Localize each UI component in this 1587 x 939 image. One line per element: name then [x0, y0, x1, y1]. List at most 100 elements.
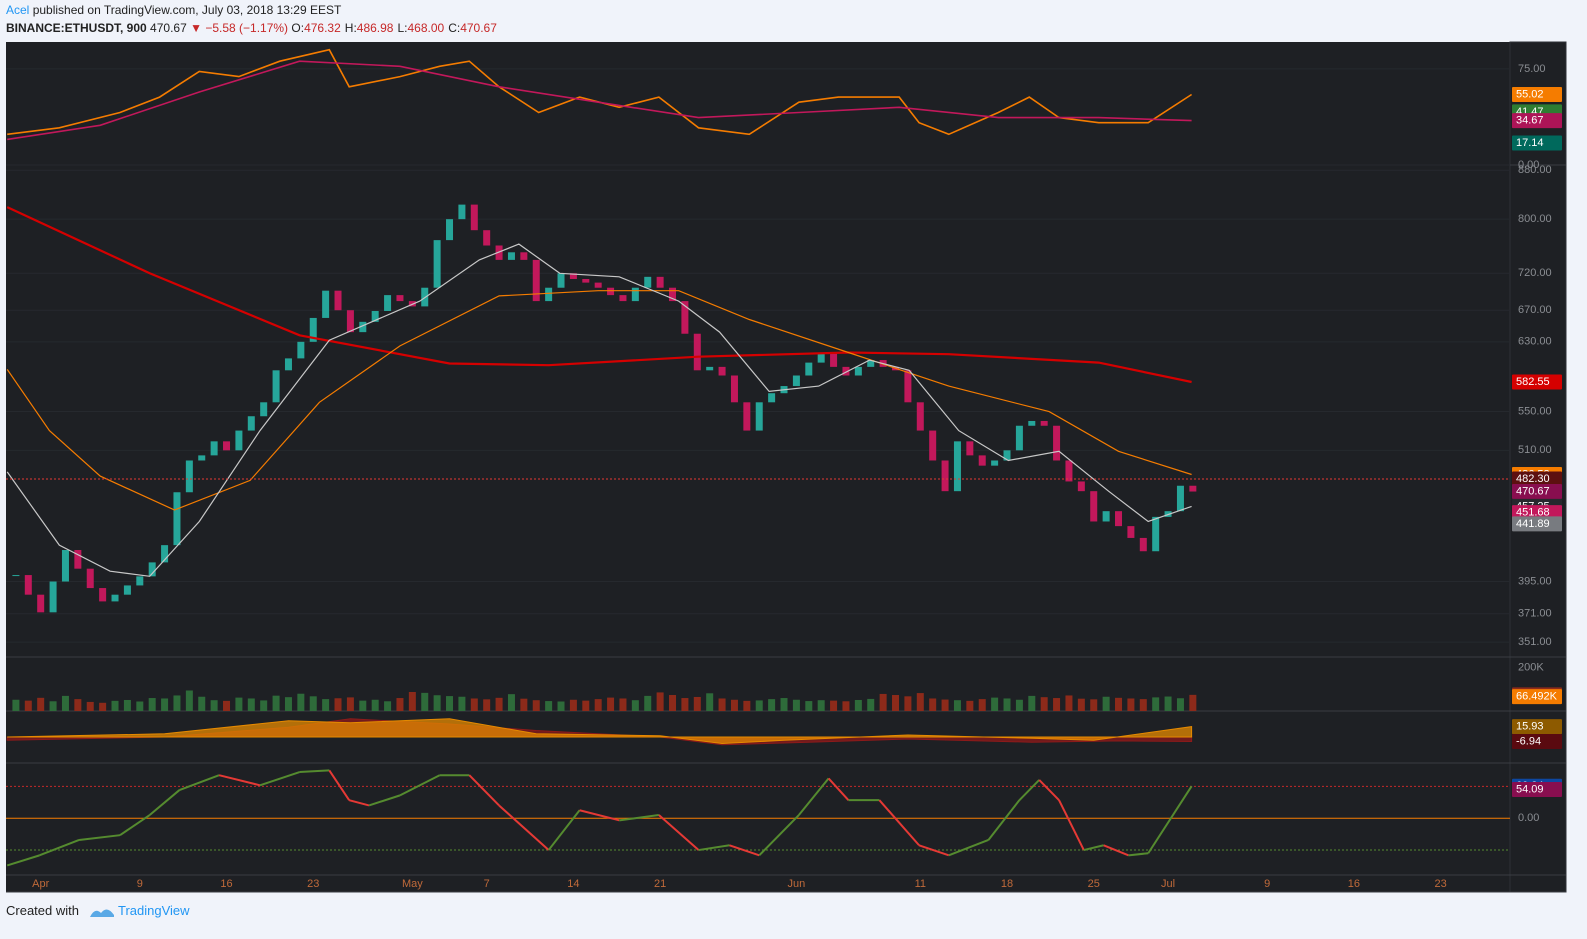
- x-tick-label: 7: [484, 878, 490, 890]
- arrow: ▼: [190, 21, 202, 35]
- x-tick-label: 14: [567, 878, 579, 890]
- candle: [619, 295, 627, 302]
- x-tick-label: 16: [1348, 878, 1360, 890]
- candle: [111, 594, 119, 602]
- line-segment: [299, 769, 330, 774]
- volume-bar: [185, 690, 193, 711]
- volume-bar: [1115, 697, 1123, 711]
- candle: [198, 455, 206, 461]
- candle: [532, 259, 540, 302]
- author[interactable]: Acel: [6, 3, 30, 17]
- symbol-line: BINANCE:ETHUSDT, 900 470.67 ▼ −5.58 (−1.…: [6, 21, 501, 35]
- line-series: [7, 60, 1192, 141]
- y-tick-label: 510.00: [1518, 444, 1552, 456]
- candle: [371, 310, 379, 322]
- volume-bar: [594, 699, 602, 711]
- candle: [470, 204, 478, 231]
- footer: Created with TradingView: [6, 903, 190, 919]
- volume-bar: [334, 698, 342, 711]
- candle: [1115, 511, 1123, 527]
- volume-bar: [1028, 695, 1036, 711]
- volume-bar: [1065, 695, 1073, 711]
- volume-bar: [916, 693, 924, 711]
- volume-bar: [817, 700, 825, 711]
- volume-bar: [569, 699, 577, 711]
- publish-line: Acel published on TradingView.com, July …: [6, 3, 341, 17]
- candle: [247, 416, 255, 431]
- candle: [396, 295, 404, 302]
- line-segment: [218, 774, 261, 787]
- candle: [1077, 481, 1085, 492]
- candle: [1127, 526, 1135, 538]
- line-segment: [149, 789, 181, 816]
- candle: [210, 441, 218, 456]
- candle: [966, 441, 974, 456]
- candle: [309, 317, 317, 342]
- candle: [743, 402, 751, 431]
- volume-bar: [1077, 698, 1085, 711]
- price-tag-label: 482.30: [1516, 473, 1550, 485]
- candle: [161, 545, 169, 563]
- ohlc-value: 486.98: [356, 21, 394, 35]
- volume-bar: [148, 698, 156, 711]
- ohlc-key: C:: [448, 21, 461, 35]
- price-tag: [1512, 516, 1562, 532]
- volume-bar: [49, 701, 57, 711]
- candle: [631, 287, 639, 302]
- line-segment: [619, 814, 660, 822]
- price-tag-label: 441.89: [1516, 518, 1550, 530]
- candle: [520, 252, 528, 260]
- y-tick-label: 670.00: [1518, 304, 1552, 316]
- volume-bar: [991, 697, 999, 711]
- candle: [1090, 491, 1098, 522]
- price-tag-label: 54.09: [1516, 783, 1544, 795]
- candle: [1003, 450, 1011, 461]
- price-tag-label: 470.67: [1516, 485, 1550, 497]
- candle: [1189, 485, 1197, 492]
- volume-bar: [854, 699, 862, 711]
- line-segment: [918, 844, 950, 857]
- x-tick-label: 16: [220, 878, 232, 890]
- volume-bar: [1090, 699, 1098, 711]
- volume-bar: [61, 695, 69, 711]
- last: 470.67: [150, 21, 187, 35]
- line-segment: [1128, 852, 1149, 857]
- price-tag: [1512, 113, 1562, 129]
- line-segment: [987, 799, 1021, 841]
- candle: [61, 550, 69, 582]
- volume-bar: [1003, 698, 1011, 711]
- brand[interactable]: TradingView: [118, 903, 190, 918]
- candle: [173, 492, 181, 546]
- volume-bar: [892, 695, 900, 711]
- volume-bar: [297, 693, 305, 711]
- volume-bar: [446, 696, 454, 711]
- line-segment: [119, 814, 151, 837]
- price-tag-label: 17.14: [1516, 137, 1544, 149]
- candle: [842, 366, 850, 376]
- candle: [99, 588, 107, 602]
- y-tick-label: 75.00: [1518, 63, 1546, 75]
- line-segment: [579, 809, 620, 822]
- candle: [681, 301, 689, 334]
- ohlc-key: L:: [397, 21, 408, 35]
- volume-bar: [86, 701, 94, 711]
- candle: [718, 366, 726, 376]
- candle: [235, 430, 243, 451]
- price-tag-label: -6.94: [1516, 735, 1541, 747]
- x-tick-label: Apr: [32, 878, 49, 890]
- candle: [817, 352, 825, 363]
- volume-bar: [644, 695, 652, 711]
- candle: [384, 295, 392, 311]
- x-tick-label: May: [402, 878, 423, 890]
- price-tag: [1512, 734, 1562, 750]
- x-tick-label: 23: [1434, 878, 1446, 890]
- candle: [904, 370, 912, 403]
- line-segment: [498, 804, 550, 851]
- y-tick-label: 550.00: [1518, 405, 1552, 417]
- candle: [656, 276, 664, 288]
- candle: [755, 402, 763, 431]
- volume-bar: [458, 696, 466, 711]
- candle: [74, 550, 82, 569]
- line-segment: [78, 834, 121, 841]
- candle: [49, 581, 57, 613]
